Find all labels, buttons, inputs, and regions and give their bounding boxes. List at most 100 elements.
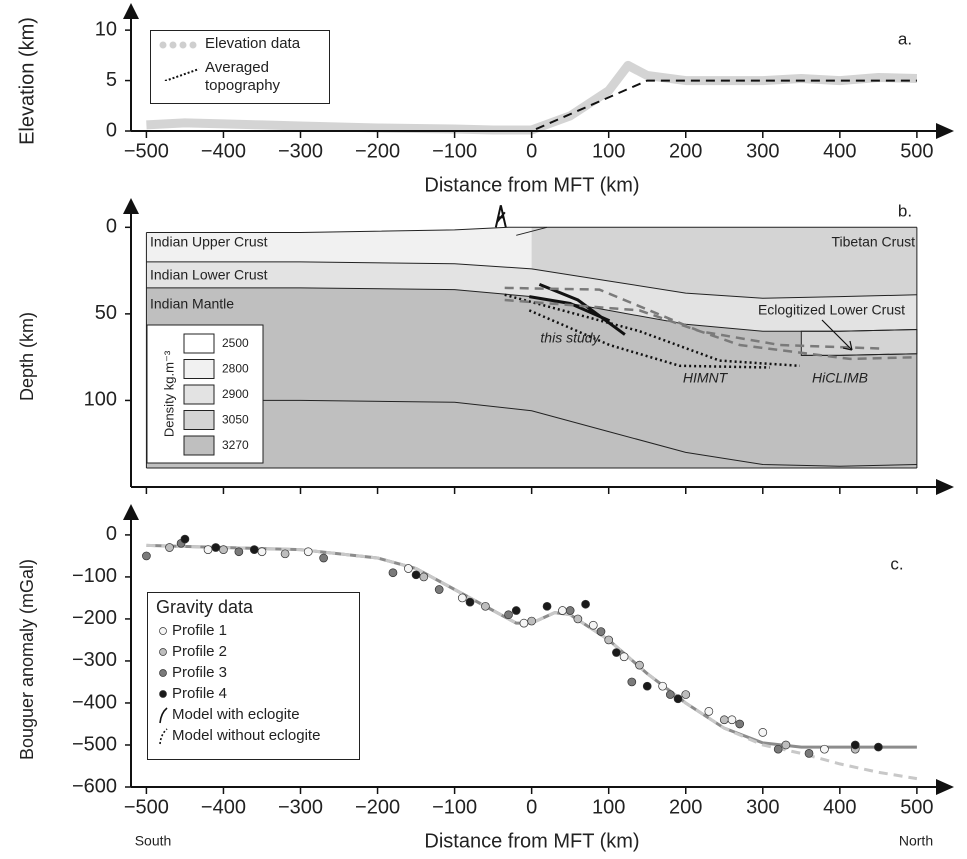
x-tick-label: −500 — [124, 796, 169, 818]
gravity-point — [665, 690, 675, 699]
legend-label: Elevation data — [205, 35, 301, 52]
y-tick-label: −300 — [72, 649, 117, 671]
x-tick-label: 0 — [526, 140, 537, 162]
gravity-point — [388, 568, 398, 578]
legend-label: Profile 2 — [172, 643, 228, 660]
gravity-point — [658, 681, 667, 691]
legend-swatch — [189, 41, 197, 49]
legend-entry: Model without eclogite — [156, 725, 351, 746]
gravity-point — [404, 564, 413, 573]
direction-label: North — [899, 833, 933, 849]
y-axis-title: Depth (km) — [17, 312, 37, 401]
region-label: Indian Lower Crust — [150, 267, 268, 283]
gravity-point — [249, 545, 259, 554]
legend-label: Profile 1 — [172, 622, 228, 639]
x-tick-label: 100 — [592, 140, 625, 162]
x-tick-label: −100 — [432, 140, 477, 162]
tibet-boundary — [516, 226, 548, 236]
gravity-point — [850, 740, 860, 750]
gravity-point — [481, 601, 490, 611]
gravity-point — [542, 601, 552, 611]
gravity-point — [673, 694, 683, 704]
legend-entry: Profile 1 — [156, 620, 351, 641]
y-axis-arrow — [123, 198, 139, 214]
x-tick-label: −400 — [201, 796, 246, 818]
y-axis-title: Elevation (km) — [16, 17, 38, 145]
interface-line — [146, 287, 917, 332]
density-swatch — [183, 333, 215, 354]
x-tick-label: 400 — [823, 796, 856, 818]
legend-entry: Model with eclogite — [156, 704, 351, 725]
x-tick-label: 300 — [746, 140, 779, 162]
density-legend-title: Density kg.m⁻³ — [161, 350, 176, 437]
series-label: this study — [540, 330, 600, 346]
legend-swatch — [159, 668, 167, 677]
gravity-point — [527, 616, 536, 626]
study-line — [504, 286, 917, 361]
legend-icon — [164, 68, 200, 81]
panel-label: b. — [898, 201, 912, 220]
legend-label: Profile 4 — [172, 685, 228, 702]
gravity-point — [211, 543, 221, 552]
gravity-point — [234, 547, 244, 557]
interface-line — [146, 226, 917, 233]
legend-entry: Profile 2 — [156, 641, 351, 662]
legend-swatch — [169, 41, 177, 49]
legend-label: Model without eclogite — [172, 727, 321, 744]
region-label: Tibetan Crust — [831, 234, 915, 250]
gravity-point — [519, 618, 529, 628]
gravity-point — [457, 593, 467, 603]
gravity-point — [781, 740, 791, 750]
gravity-point — [219, 545, 228, 554]
y-tick-label: 0 — [106, 523, 117, 545]
x-tick-label: 500 — [900, 140, 933, 162]
gravity-point — [411, 570, 421, 580]
gravity-point — [612, 648, 621, 657]
y-tick-label: 5 — [106, 69, 117, 91]
legend-icon — [159, 626, 167, 635]
legend-icon — [159, 727, 168, 744]
legend: Elevation data Averaged topography — [150, 30, 330, 104]
gravity-point — [874, 742, 883, 752]
x-tick-label: −200 — [355, 140, 400, 162]
y-axis-title: Bouguer anomaly (mGal) — [17, 559, 37, 760]
region-label: Indian Upper Crust — [150, 234, 268, 250]
x-tick-label: 0 — [526, 796, 537, 818]
gravity-point — [719, 715, 729, 725]
gravity-point — [804, 749, 814, 758]
x-axis-title: Distance from MFT (km) — [424, 174, 639, 196]
legend-entry: Profile 3 — [156, 662, 351, 683]
x-tick-label: 100 — [592, 796, 625, 818]
gravity-point — [419, 572, 429, 582]
gravity-point — [465, 597, 475, 607]
x-tick-label: −300 — [278, 140, 323, 162]
legend-icon — [159, 706, 168, 723]
mantle — [146, 287, 917, 468]
legend-icon — [159, 689, 167, 698]
legend-label: Model with eclogite — [172, 706, 300, 723]
x-tick-label: 400 — [823, 140, 856, 162]
gravity-point — [142, 551, 151, 561]
gravity-point — [434, 585, 444, 594]
y-tick-label: 0 — [106, 119, 117, 141]
x-tick-label: −500 — [124, 140, 169, 162]
x-tick-label: −200 — [355, 796, 400, 818]
density-swatch — [183, 359, 215, 379]
legend-swatch — [164, 68, 200, 81]
gravity-point — [280, 549, 290, 559]
density-swatch — [183, 384, 215, 405]
gravity-point — [619, 652, 629, 662]
x-axis-arrow — [936, 123, 954, 139]
y-tick-label: −100 — [72, 565, 117, 587]
legend-swatch — [179, 41, 187, 49]
density-swatch — [183, 435, 215, 456]
tibetan-crust — [531, 227, 917, 299]
legend-icon — [159, 41, 197, 49]
y-tick-label: 100 — [84, 389, 117, 411]
legend-title: Gravity data — [156, 597, 254, 617]
legend-icon — [159, 668, 167, 677]
gravity-point — [504, 610, 513, 620]
gravity-point — [758, 728, 768, 737]
upper-crust — [146, 227, 532, 269]
y-tick-label: 10 — [95, 18, 117, 40]
